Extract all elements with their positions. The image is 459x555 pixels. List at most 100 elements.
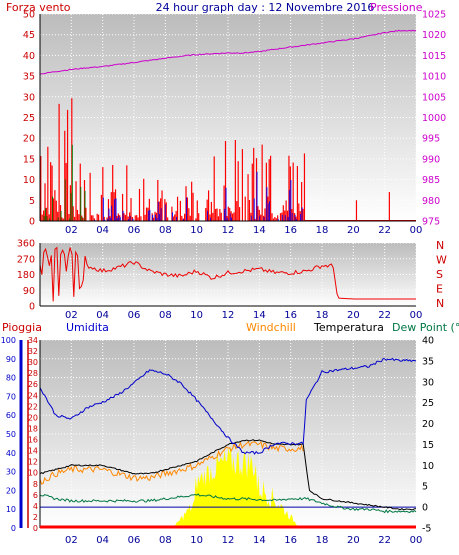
x-tick-label: 02 [65,535,78,546]
x-tick-label: 08 [159,225,172,236]
x-tick-label: 14 [253,535,266,546]
x-tick-label: 00 [410,310,423,321]
compass-label: N [436,297,444,310]
rain-tick-label: 34 [28,336,38,345]
wind-axis-title: Forza vento [6,1,71,14]
rain-tick-label: 0 [33,524,38,533]
humidity-tick-label: 0 [11,524,16,533]
rain-tick-label: 10 [28,469,38,478]
x-tick-label: 04 [96,535,109,546]
humidity-tick-label: 30 [6,468,16,477]
x-tick-label: 18 [316,225,329,236]
x-tick-label: 22 [378,310,391,321]
compass-label: E [436,283,443,296]
x-tick-label: 10 [190,310,203,321]
humidity-tick-label: 50 [6,430,16,439]
temperature-tick-label: 20 [422,419,434,430]
x-tick-label: 18 [316,310,329,321]
x-tick-label: 18 [316,535,329,546]
temperature-tick-label: 30 [422,377,434,388]
rain-tick-label: 18 [28,424,38,433]
wind-tick-label: 40 [23,51,35,62]
direction-tick-label: 180 [17,270,35,281]
x-tick-label: 16 [284,535,297,546]
wind-tick-label: 20 [23,134,35,145]
rain-tick-label: 2 [33,513,38,522]
direction-tick-label: 0 [29,302,35,313]
wind-tick-label: 0 [29,217,35,228]
humidity-tick-label: 70 [6,392,16,401]
x-tick-label: 16 [284,225,297,236]
pressure-tick-label: 1020 [422,30,446,41]
series-lines [39,29,417,514]
humidity-tick-label: 80 [6,374,16,383]
compass-label: S [436,268,443,281]
legend-humidity: Umidita [66,321,109,334]
x-tick-label: 00 [410,535,423,546]
pressure-tick-label: 975 [422,217,440,228]
pressure-tick-label: 1010 [422,72,446,83]
humidity-tick-label: 90 [6,355,16,364]
wind-tick-label: 45 [23,30,35,41]
temperature-line [39,439,417,511]
x-tick-label: 04 [96,225,109,236]
direction-tick-label: 90 [23,286,35,297]
wind-tick-label: 25 [23,113,35,124]
direction-plot-area [40,243,416,306]
rain-tick-label: 30 [28,358,38,367]
pressure-tick-label: 1000 [422,113,446,124]
humidity-tick-label: 10 [6,505,16,514]
windchill-line [39,440,304,485]
rain-tick-label: 26 [28,380,38,389]
rain-tick-label: 28 [28,369,38,378]
pressure-tick-label: 990 [422,154,440,165]
humidity-tick-label: 20 [6,486,16,495]
humidity-tick-label: 100 [1,336,16,345]
temperature-tick-label: 5 [422,482,428,493]
temperature-tick-label: 25 [422,398,434,409]
x-tick-label: 12 [222,225,235,236]
x-tick-label: 20 [347,535,360,546]
wind-tick-label: 50 [23,10,35,21]
rain-tick-label: 6 [33,491,38,500]
x-tick-label: 08 [159,535,172,546]
x-tick-label: 10 [190,535,203,546]
pressure-axis-title: Pressione [370,1,423,14]
x-tick-label: 02 [65,310,78,321]
pressure-tick-label: 980 [422,196,440,207]
humidity-tick-label: 40 [6,449,16,458]
wind-direction-line [39,246,416,302]
x-tick-label: 20 [347,310,360,321]
humidity-tick-label: 60 [6,411,16,420]
x-tick-label: 02 [65,225,78,236]
dewpoint-line [39,493,417,514]
rain-tick-label: 20 [28,413,38,422]
temperature-tick-label: -5 [422,524,431,535]
pressure-tick-label: 1015 [422,51,446,62]
x-tick-label: 04 [96,310,109,321]
x-tick-label: 08 [159,310,172,321]
legend-windchill: Windchill [246,321,296,334]
wind-tick-label: 35 [23,72,35,83]
x-tick-label: 22 [378,225,391,236]
temperature-tick-label: 40 [422,336,434,347]
temperature-tick-label: 35 [422,356,434,367]
x-tick-label: 12 [222,310,235,321]
legend-temperature: Temperatura [313,321,384,334]
compass-label: W [436,254,447,267]
direction-tick-label: 270 [17,254,35,265]
legend-dewpoint: Dew Point (°C [392,321,459,334]
wind-tick-label: 30 [23,92,35,103]
x-tick-label: 14 [253,310,266,321]
temperature-tick-label: 15 [422,440,434,451]
pressure-tick-label: 995 [422,134,440,145]
chart-title: 24 hour graph day : 12 Novembre 2016 [156,1,375,14]
pressure-tick-label: 1025 [422,10,446,21]
direction-tick-label: 360 [17,239,35,250]
temperature-tick-label: 0 [422,503,428,514]
pressure-line [39,29,417,75]
pressure-tick-label: 1005 [422,92,446,103]
pressure-tick-label: 985 [422,175,440,186]
